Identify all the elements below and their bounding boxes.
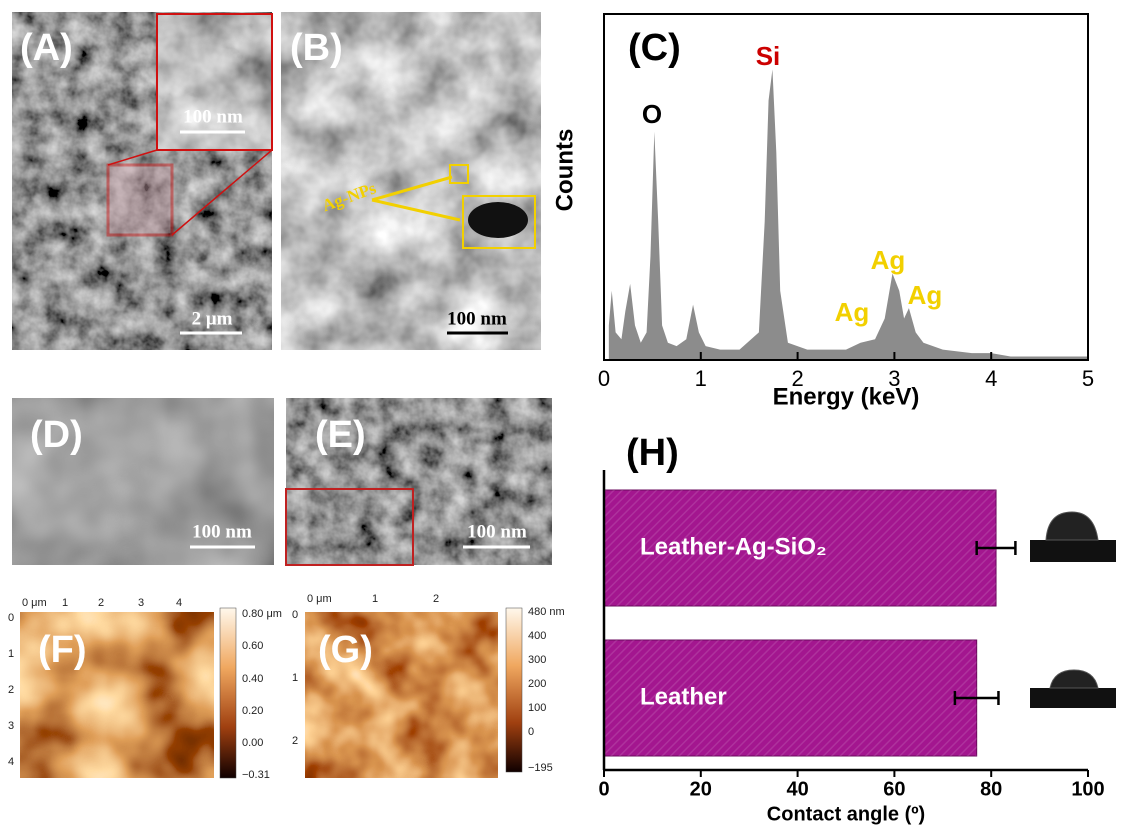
x-tick-label: 4 <box>985 366 997 391</box>
scale-text: 100 nm <box>192 521 252 542</box>
colorbar <box>220 608 236 778</box>
colorbar-label: 200 <box>528 678 546 690</box>
colorbar-label: −195 <box>528 762 553 774</box>
peak-label: Ag <box>835 297 870 327</box>
colorbar-label: 0 <box>528 726 534 738</box>
panel-label: (A) <box>20 27 73 69</box>
figure: (A) 100 nm 2 μm Ag-NPs (B) 100 nm (D) 10… <box>0 0 1121 827</box>
peak-label: Ag <box>908 280 943 310</box>
colorbar-label: 0.80 μm <box>242 608 282 620</box>
axis-label: 2 <box>433 593 439 605</box>
axis-label: 1 <box>292 672 298 684</box>
x-tick-label: 80 <box>980 778 1002 800</box>
peak-label: Ag <box>871 245 906 275</box>
droplet <box>1046 512 1098 540</box>
x-axis-label: Contact angle (º) <box>767 803 925 825</box>
scale-text: 100 nm <box>467 521 527 542</box>
colorbar-label: 300 <box>528 654 546 666</box>
axis-label: 1 <box>372 593 378 605</box>
colorbar-label: 0.60 <box>242 640 263 652</box>
colorbar-label: 0.00 <box>242 737 263 749</box>
scale-text: 100 nm <box>447 308 507 329</box>
colorbar-label: 400 <box>528 630 546 642</box>
axis-label: 3 <box>138 597 144 609</box>
axis-label: 0 μm <box>22 597 47 609</box>
chart-title: (H) <box>626 432 679 474</box>
axis-label: 4 <box>176 597 182 609</box>
axis-label: 0 <box>292 609 298 621</box>
colorbar-label: 0.20 <box>242 705 263 717</box>
axis-label: 2 <box>8 684 14 696</box>
panel-e: (E) 100 nm <box>286 398 552 565</box>
chart-title: (C) <box>628 27 681 69</box>
x-tick-label: 20 <box>690 778 712 800</box>
x-tick-label: 0 <box>598 778 609 800</box>
colorbar-label: 100 <box>528 702 546 714</box>
droplet <box>1050 670 1098 688</box>
droplet-base <box>1030 688 1116 708</box>
panel-b: Ag-NPs (B) 100 nm <box>281 12 541 350</box>
scale-text: 2 μm <box>192 308 233 329</box>
zoom-box <box>108 165 172 235</box>
inset-image <box>157 14 272 150</box>
x-tick-label: 0 <box>598 366 610 391</box>
axis-label: 0 μm <box>307 593 332 605</box>
panel-label: (B) <box>290 27 343 69</box>
x-tick-label: 100 <box>1071 778 1104 800</box>
x-tick-label: 1 <box>695 366 707 391</box>
droplet-base <box>1030 540 1116 562</box>
y-axis-label: Counts <box>551 129 578 212</box>
x-tick-label: 5 <box>1082 366 1094 391</box>
panel-d: (D) 100 nm <box>12 398 274 565</box>
x-tick-label: 40 <box>786 778 808 800</box>
colorbar-label: 0.40 <box>242 673 263 685</box>
axis-label: 4 <box>8 756 14 768</box>
x-axis-label: Energy (keV) <box>773 383 920 410</box>
axis-label: 2 <box>292 735 298 747</box>
colorbar-label: 480 nm <box>528 606 565 618</box>
axis-label: 3 <box>8 720 14 732</box>
panel-label: (G) <box>318 629 373 671</box>
panel-f: (F) 0 μm 1 2 3 4 0 1 2 3 4 0.80 μm 0.60 … <box>8 597 282 781</box>
panel-label: (E) <box>315 414 366 456</box>
panel-label: (D) <box>30 414 83 456</box>
colorbar-label: −0.31 <box>242 769 270 781</box>
panel-g: (G) 0 μm 1 2 0 1 2 480 nm 400 300 200 10… <box>292 593 565 778</box>
category-label: Leather <box>640 683 727 710</box>
droplet-photo <box>1030 512 1116 708</box>
panel-label: (F) <box>38 629 87 671</box>
peak-label: Si <box>756 41 781 71</box>
colorbar <box>506 608 522 772</box>
axis-label: 1 <box>8 648 14 660</box>
axis-label: 2 <box>98 597 104 609</box>
axis-label: 0 <box>8 612 14 624</box>
x-tick-label: 60 <box>883 778 905 800</box>
axis-label: 1 <box>62 597 68 609</box>
panel-a: (A) 100 nm 2 μm <box>12 12 272 350</box>
scale-text: 100 nm <box>183 106 243 127</box>
particle <box>468 202 528 238</box>
category-label: Leather-Ag-SiO₂ <box>640 533 827 560</box>
peak-label: O <box>642 99 662 129</box>
